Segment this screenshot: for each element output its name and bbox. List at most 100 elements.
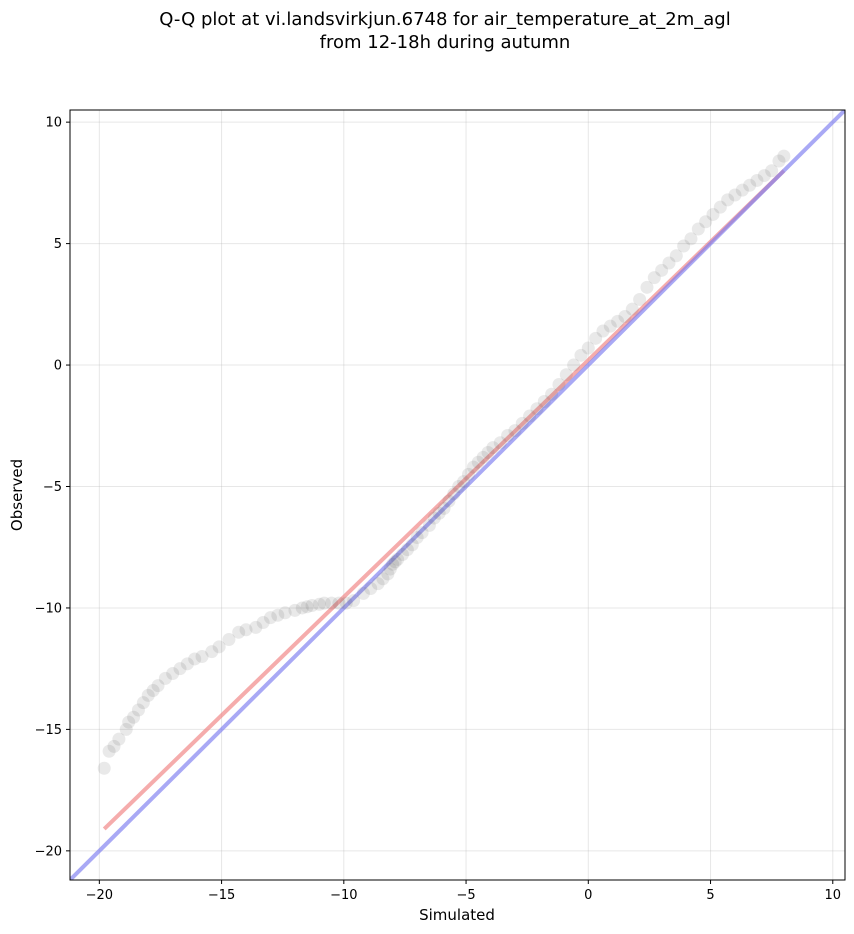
data-point bbox=[743, 178, 757, 192]
data-point bbox=[669, 249, 683, 263]
data-point bbox=[581, 341, 595, 355]
data-point bbox=[567, 358, 581, 372]
y-tick-label: −20 bbox=[35, 844, 62, 859]
data-point bbox=[386, 557, 400, 571]
data-point bbox=[158, 671, 172, 685]
data-point bbox=[466, 460, 480, 474]
data-point bbox=[596, 324, 610, 338]
data-point bbox=[347, 594, 361, 608]
data-point bbox=[332, 596, 346, 610]
data-point bbox=[97, 761, 111, 775]
data-point bbox=[249, 620, 263, 634]
data-point bbox=[713, 200, 727, 214]
data-point bbox=[432, 506, 446, 520]
data-point bbox=[317, 596, 331, 610]
data-point bbox=[339, 596, 353, 610]
data-point bbox=[684, 232, 698, 246]
data-point bbox=[381, 567, 395, 581]
x-tick-label: −20 bbox=[86, 888, 113, 903]
data-point bbox=[633, 292, 647, 306]
data-point bbox=[205, 645, 219, 659]
chart-title-line-2: from 12-18h during autumn bbox=[320, 32, 571, 53]
data-point bbox=[131, 703, 145, 717]
data-point bbox=[405, 538, 419, 552]
data-point bbox=[655, 263, 669, 277]
data-point bbox=[559, 368, 573, 382]
data-point bbox=[452, 479, 466, 493]
data-point bbox=[222, 633, 236, 647]
data-point bbox=[603, 319, 617, 333]
data-point bbox=[530, 402, 544, 416]
data-point bbox=[757, 169, 771, 183]
data-point bbox=[765, 164, 779, 178]
data-point bbox=[537, 394, 551, 408]
axis-ticks: −20 −15 −10 −5 0 5 10 −20 −15 −10 −5 0 5 10 bbox=[35, 116, 841, 903]
x-tick-label: −5 bbox=[456, 888, 475, 903]
data-point bbox=[481, 445, 495, 459]
data-point bbox=[515, 416, 529, 430]
data-point bbox=[173, 662, 187, 676]
data-point bbox=[728, 188, 742, 202]
data-point bbox=[180, 657, 194, 671]
data-point bbox=[415, 526, 429, 540]
data-point bbox=[300, 600, 314, 614]
data-point bbox=[288, 603, 302, 617]
data-point bbox=[777, 149, 791, 163]
x-tick-label: 0 bbox=[584, 888, 592, 903]
data-point bbox=[476, 450, 490, 464]
data-point bbox=[391, 552, 405, 566]
data-point bbox=[706, 207, 720, 221]
y-tick-label: 10 bbox=[45, 116, 62, 131]
data-point bbox=[295, 601, 309, 615]
data-point bbox=[721, 193, 735, 207]
data-point bbox=[750, 173, 764, 187]
data-point bbox=[442, 494, 456, 508]
y-axis-label: Observed bbox=[8, 459, 26, 531]
x-tick-label: −10 bbox=[330, 888, 357, 903]
data-point bbox=[151, 679, 165, 693]
data-point bbox=[552, 377, 566, 391]
data-point bbox=[112, 732, 126, 746]
x-axis-label: Simulated bbox=[419, 906, 495, 924]
data-point bbox=[611, 314, 625, 328]
gridlines bbox=[70, 110, 845, 880]
data-point bbox=[427, 511, 441, 525]
data-point bbox=[400, 543, 414, 557]
x-tick-label: 5 bbox=[706, 888, 714, 903]
data-point bbox=[388, 555, 402, 569]
data-point bbox=[239, 623, 253, 637]
data-point bbox=[127, 710, 141, 724]
data-point bbox=[232, 625, 246, 639]
data-point bbox=[271, 608, 285, 622]
data-point bbox=[508, 424, 522, 438]
data-point bbox=[188, 652, 202, 666]
data-point bbox=[395, 548, 409, 562]
data-point bbox=[471, 455, 485, 469]
data-point bbox=[699, 215, 713, 229]
reference-lines bbox=[70, 110, 845, 880]
data-point bbox=[136, 696, 150, 710]
data-point bbox=[107, 739, 121, 753]
data-point bbox=[422, 518, 436, 532]
x-tick-label: 10 bbox=[825, 888, 842, 903]
data-point bbox=[256, 616, 270, 630]
data-point bbox=[146, 684, 160, 698]
data-point bbox=[376, 572, 390, 586]
x-tick-label: −15 bbox=[208, 888, 235, 903]
data-point bbox=[263, 611, 277, 625]
data-point bbox=[447, 487, 461, 501]
data-point bbox=[545, 387, 559, 401]
data-point bbox=[493, 436, 507, 450]
data-point bbox=[589, 331, 603, 345]
fit-line bbox=[102, 169, 786, 831]
data-point bbox=[662, 256, 676, 270]
data-point bbox=[305, 599, 319, 613]
y-tick-label: −5 bbox=[43, 480, 62, 495]
data-point bbox=[640, 280, 654, 294]
data-point bbox=[625, 302, 639, 316]
data-point bbox=[437, 501, 451, 515]
y-tick-label: −15 bbox=[35, 723, 62, 738]
data-point bbox=[102, 744, 116, 758]
data-point bbox=[371, 577, 385, 591]
data-point bbox=[735, 183, 749, 197]
